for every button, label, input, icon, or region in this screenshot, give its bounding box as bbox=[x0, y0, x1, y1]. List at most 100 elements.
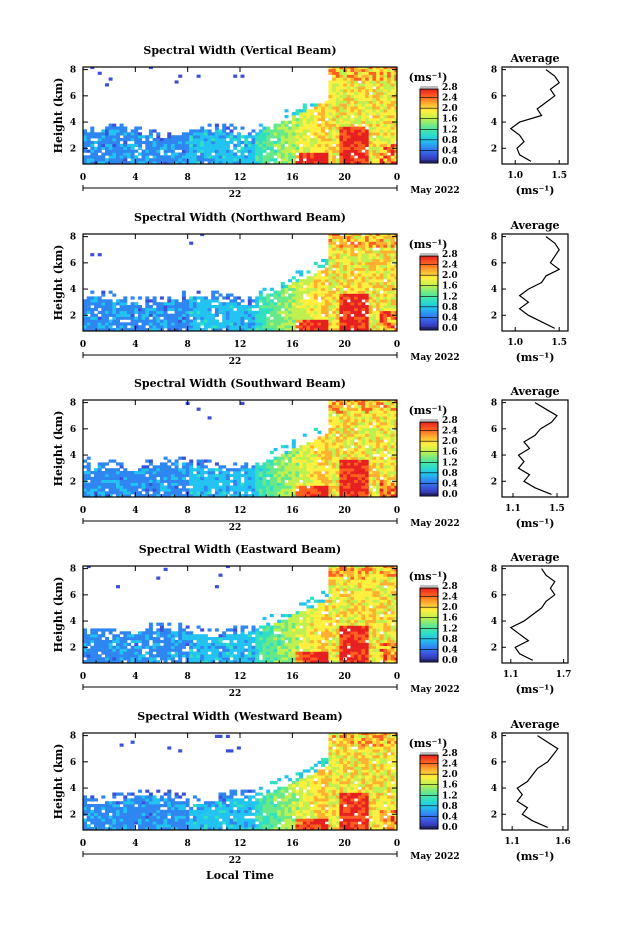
heatmap-cell bbox=[328, 299, 333, 303]
heatmap-cell bbox=[372, 290, 377, 294]
heatmap-cell bbox=[390, 473, 395, 478]
heatmap-cell bbox=[332, 290, 337, 294]
heatmap-cell bbox=[167, 639, 172, 644]
heatmap-cell bbox=[354, 86, 359, 90]
heatmap-cell bbox=[365, 256, 370, 260]
heatmap-cell bbox=[368, 83, 373, 87]
heatmap-cell bbox=[192, 654, 197, 658]
heatmap-cell bbox=[368, 319, 373, 323]
heatmap-cell bbox=[156, 143, 161, 147]
heatmap-cell bbox=[379, 316, 384, 320]
heatmap-cell bbox=[284, 115, 289, 119]
heatmap-cell bbox=[97, 660, 102, 664]
heatmap-cell bbox=[116, 651, 120, 655]
heatmap-cell bbox=[105, 651, 109, 655]
heatmap-cell bbox=[313, 273, 318, 277]
heatmap-cell bbox=[357, 152, 362, 156]
heatmap-cell bbox=[350, 256, 355, 260]
heatmap-cell bbox=[310, 476, 315, 480]
heatmap-cell bbox=[350, 427, 355, 431]
heatmap-cell bbox=[350, 247, 355, 251]
heatmap-cell bbox=[295, 120, 300, 124]
heatmap-cell bbox=[225, 132, 230, 136]
heatmap-cell bbox=[189, 146, 194, 150]
heatmap-cell bbox=[170, 155, 175, 159]
heatmap-cell bbox=[365, 77, 370, 81]
heatmap-cell bbox=[90, 322, 95, 326]
heatmap-cell bbox=[229, 123, 234, 127]
heatmap-cell bbox=[262, 322, 267, 326]
heatmap-cell bbox=[288, 135, 293, 139]
heatmap-cell bbox=[332, 135, 337, 139]
heatmap-cell bbox=[90, 482, 95, 486]
heatmap-cell bbox=[324, 155, 329, 159]
heatmap-cell bbox=[394, 404, 398, 408]
heatmap-cell bbox=[328, 410, 333, 414]
heatmap-cell bbox=[321, 465, 326, 469]
heatmap-cell bbox=[350, 284, 355, 289]
heatmap-cell bbox=[266, 126, 271, 130]
heatmap-cell bbox=[280, 120, 285, 124]
heatmap-cell bbox=[390, 302, 395, 306]
heatmap-cell bbox=[123, 473, 128, 478]
heatmap-cell bbox=[134, 143, 139, 147]
heatmap-cell bbox=[310, 287, 315, 291]
heatmap-cell bbox=[269, 494, 274, 498]
heatmap-cell bbox=[321, 143, 326, 147]
panel-2: Spectral Width (Northward Beam)2468Heigh… bbox=[52, 211, 569, 367]
heatmap-cell bbox=[203, 651, 208, 655]
heatmap-cell bbox=[112, 660, 117, 664]
heatmap-cell bbox=[372, 270, 377, 274]
heatmap-cell bbox=[387, 247, 392, 251]
heatmap-cell bbox=[123, 316, 128, 320]
heatmap-cell bbox=[277, 302, 282, 306]
colorbar-tick-label: 1.6 bbox=[442, 115, 458, 125]
heatmap-cell bbox=[211, 485, 216, 489]
heatmap-cell bbox=[335, 427, 340, 431]
heatmap-cell bbox=[361, 103, 366, 107]
heatmap-cell bbox=[284, 465, 289, 469]
heatmap-cell bbox=[112, 471, 117, 475]
heatmap-cell bbox=[313, 135, 318, 139]
heatmap-cell bbox=[324, 276, 329, 280]
heatmap-cell bbox=[116, 146, 120, 150]
heatmap-cell bbox=[152, 302, 157, 306]
heatmap-cell bbox=[207, 322, 212, 326]
heatmap-cell bbox=[357, 465, 362, 469]
heatmap-cell bbox=[116, 143, 120, 147]
heatmap-cell bbox=[317, 488, 322, 492]
heatmap-cell bbox=[123, 322, 128, 326]
heatmap-cell bbox=[379, 244, 384, 248]
heatmap-cell bbox=[299, 270, 304, 274]
heatmap-cell bbox=[339, 126, 344, 130]
heatmap-cell bbox=[310, 302, 315, 306]
heatmap-cell bbox=[321, 284, 326, 289]
heatmap-cell bbox=[335, 161, 340, 165]
heatmap-cell bbox=[357, 471, 362, 475]
heatmap-cell bbox=[192, 485, 197, 489]
heatmap-cell bbox=[346, 74, 351, 78]
heatmap-cell bbox=[313, 299, 318, 303]
heatmap-cell bbox=[178, 628, 183, 632]
heatmap-cell bbox=[229, 149, 234, 153]
heatmap-cell bbox=[123, 645, 128, 649]
heatmap-cell bbox=[383, 112, 388, 116]
y-tick-label: 4 bbox=[70, 451, 76, 461]
heatmap-cell bbox=[394, 310, 398, 314]
heatmap-cell bbox=[170, 135, 175, 139]
heatmap-cell bbox=[310, 140, 315, 145]
heatmap-cell bbox=[306, 459, 311, 463]
heatmap-cell bbox=[394, 250, 398, 254]
heatmap-cell bbox=[302, 494, 307, 498]
heatmap-cell bbox=[317, 155, 322, 159]
heatmap-cell bbox=[346, 132, 351, 136]
heatmap-cell bbox=[365, 276, 370, 280]
heatmap-cell bbox=[299, 328, 304, 332]
heatmap-cell bbox=[167, 634, 172, 638]
heatmap-cell bbox=[130, 158, 135, 162]
heatmap-cell bbox=[163, 146, 168, 150]
heatmap-cell bbox=[116, 299, 120, 303]
heatmap-cell bbox=[148, 158, 153, 162]
heatmap-cell bbox=[108, 140, 113, 145]
heatmap-cell bbox=[116, 479, 120, 483]
